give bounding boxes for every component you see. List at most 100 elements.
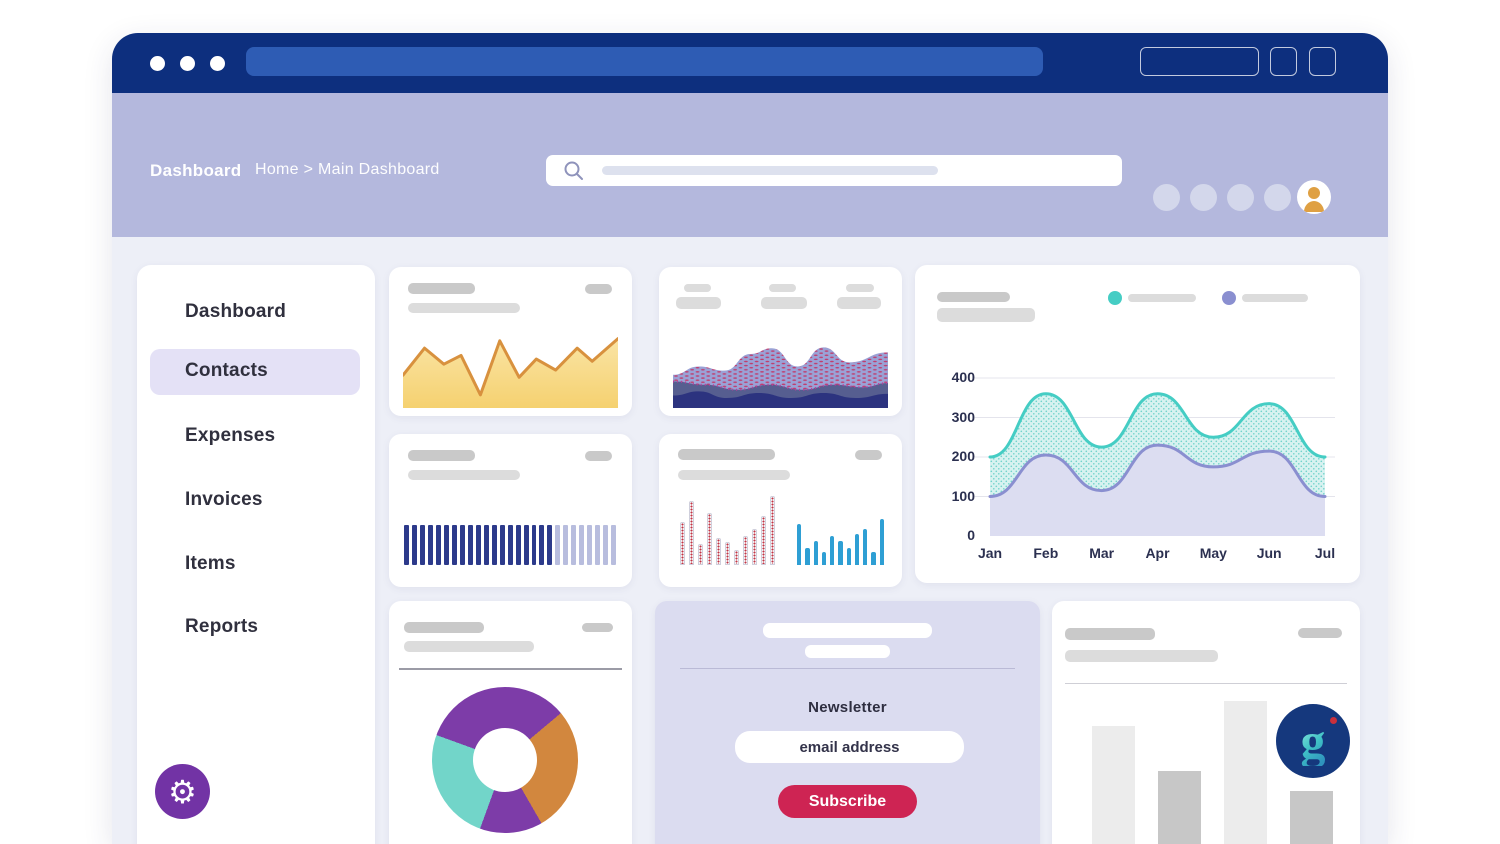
stripe-bar xyxy=(571,525,577,565)
card-stacked-wave-chart xyxy=(659,267,902,416)
stripe-bar xyxy=(539,525,545,565)
stripe-bar xyxy=(611,525,617,565)
placeholder-badge-bar xyxy=(582,623,613,632)
stripe-bar xyxy=(411,525,417,565)
placeholder-subtitle-bar xyxy=(1065,650,1218,662)
traffic-dot[interactable] xyxy=(180,56,195,71)
legend-teal-label-bar xyxy=(1128,294,1196,302)
x-axis-tick: Apr xyxy=(1145,545,1170,561)
sidebar-item-expenses[interactable]: Expenses xyxy=(185,425,276,446)
avatar-body xyxy=(1304,201,1324,212)
header-icon[interactable] xyxy=(1190,184,1217,211)
sidebar-item-dashboard[interactable]: Dashboard xyxy=(185,301,287,322)
card-monthly-range-chart: 0 100 200 300 400 Jan Feb Mar Apr May Jun Jul xyxy=(915,265,1360,583)
red-bar xyxy=(689,500,694,565)
divider xyxy=(680,668,1015,669)
blue-bar xyxy=(863,528,868,565)
sidebar-item-items[interactable]: Items xyxy=(185,553,236,574)
chrome-button[interactable] xyxy=(1270,47,1297,76)
blue-bar xyxy=(830,536,835,565)
y-axis-tick: 0 xyxy=(967,527,975,543)
blue-bar xyxy=(821,551,827,565)
settings-gear-button[interactable]: ⚙ xyxy=(155,764,210,819)
placeholder-value-bar xyxy=(837,297,881,309)
monthly-range-chart xyxy=(975,377,1335,536)
x-axis-tick: Jan xyxy=(977,545,1003,561)
chrome-button[interactable] xyxy=(1309,47,1336,76)
x-axis-tick: Feb xyxy=(1033,545,1059,561)
stripe-bar xyxy=(427,525,433,565)
address-bar[interactable] xyxy=(246,47,1043,76)
header-icon[interactable] xyxy=(1227,184,1254,211)
dashboard-content: Dashboard Contacts Expenses Invoices Ite… xyxy=(112,237,1388,844)
subscribe-button[interactable]: Subscribe xyxy=(778,785,917,818)
placeholder-title-bar xyxy=(763,623,932,638)
sidebar-item-reports[interactable]: Reports xyxy=(185,616,259,637)
stacked-wave-chart xyxy=(673,347,888,408)
stripe-bar xyxy=(523,525,529,565)
chrome-extension-box[interactable] xyxy=(1140,47,1259,76)
card-donut-chart xyxy=(389,601,632,844)
sidebar-item-invoices[interactable]: Invoices xyxy=(185,489,263,510)
stripe-bar xyxy=(499,525,505,565)
newsletter-title: Newsletter xyxy=(808,699,887,716)
card-yellow-area-chart xyxy=(389,267,632,416)
gray-bar xyxy=(1158,770,1201,844)
email-field[interactable] xyxy=(735,731,964,763)
traffic-dot[interactable] xyxy=(210,56,225,71)
avatar[interactable] xyxy=(1297,180,1331,214)
blue-bar xyxy=(854,534,860,565)
placeholder-value-bar xyxy=(761,297,807,309)
yellow-area-chart xyxy=(403,335,618,408)
avatar-head xyxy=(1308,187,1320,199)
red-bar xyxy=(761,516,766,565)
stripe-bar xyxy=(579,525,585,565)
placeholder-subtitle-bar xyxy=(408,470,520,480)
placeholder-title-bar xyxy=(678,449,775,460)
card-stripe-bar-chart xyxy=(389,434,632,587)
divider xyxy=(399,668,622,670)
stripe-bar xyxy=(483,525,489,565)
placeholder-subtitle-bar xyxy=(408,303,520,313)
red-bar xyxy=(770,496,775,565)
stripe-bar xyxy=(404,525,409,565)
x-axis-tick: May xyxy=(1199,545,1227,561)
y-axis-tick: 100 xyxy=(951,487,975,504)
sidebar: Dashboard Contacts Expenses Invoices Ite… xyxy=(137,265,375,844)
x-axis-tick: Mar xyxy=(1089,545,1115,561)
stripe-bar xyxy=(603,525,609,565)
blue-bar xyxy=(805,548,810,565)
blue-bar xyxy=(797,524,802,565)
legend-purple-label-bar xyxy=(1242,294,1308,302)
donut-hole xyxy=(473,728,537,792)
red-bar xyxy=(734,549,739,565)
brand-logo: g xyxy=(1276,704,1350,778)
y-axis-tick: 400 xyxy=(951,369,975,385)
placeholder-value-bar xyxy=(676,297,721,309)
blue-bar xyxy=(846,548,851,565)
stripe-bar xyxy=(475,525,481,565)
card-gray-bar-chart: g xyxy=(1052,601,1360,844)
search-placeholder-bar xyxy=(602,166,938,175)
search-input[interactable] xyxy=(546,155,1122,186)
red-bar xyxy=(707,512,712,565)
red-bar xyxy=(680,521,685,565)
logo-red-dot xyxy=(1330,717,1337,724)
traffic-dot[interactable] xyxy=(150,56,165,71)
header-icon[interactable] xyxy=(1153,184,1180,211)
gray-bar-chart xyxy=(1092,697,1333,844)
stripe-bar xyxy=(451,525,457,565)
gray-bar xyxy=(1224,700,1267,844)
red-bar-group xyxy=(680,495,775,565)
sidebar-item-contacts[interactable]: Contacts xyxy=(150,349,360,395)
stripe-bar xyxy=(459,525,465,565)
header-icon[interactable] xyxy=(1264,184,1291,211)
y-axis-tick: 200 xyxy=(951,448,975,464)
stripe-bar xyxy=(547,525,553,565)
placeholder-title-bar xyxy=(408,283,475,294)
placeholder-label-bar xyxy=(846,284,874,292)
placeholder-label-bar xyxy=(684,284,711,292)
page-title: Dashboard xyxy=(150,161,242,180)
placeholder-label-bar xyxy=(769,284,796,292)
